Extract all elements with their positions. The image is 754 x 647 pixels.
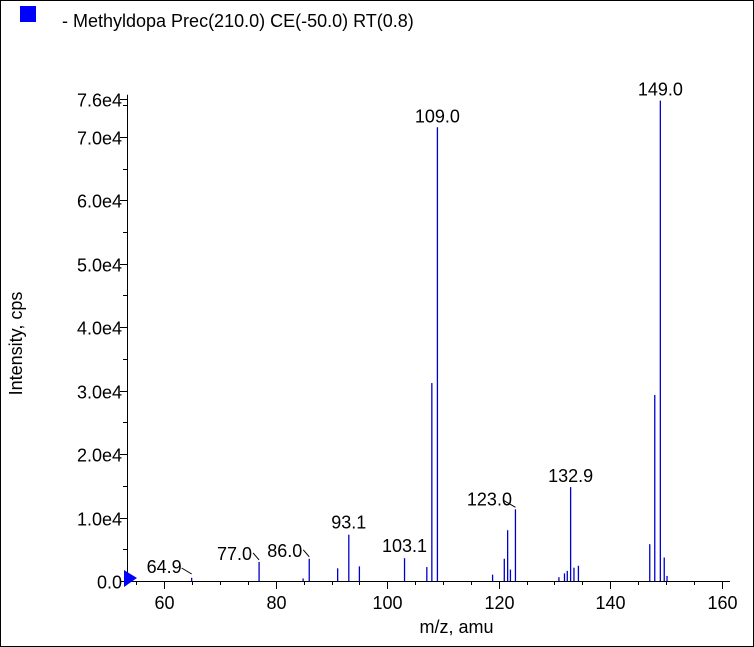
- peak-leader-line: [181, 567, 192, 575]
- peak-annotation: 103.1: [382, 536, 427, 556]
- spectrum-peaks: [190, 100, 668, 581]
- peak-leader-line: [252, 552, 260, 561]
- peak-annotation: 132.9: [548, 466, 593, 486]
- peak-label: 149.0: [638, 80, 683, 100]
- peak-label: 103.1: [382, 536, 427, 556]
- x-axis-ticks: 60 80 100 120 140 160: [136, 581, 738, 613]
- y-axis-title: Intensity, cps: [6, 292, 26, 396]
- y-tick-label: 5.0e4: [77, 256, 122, 276]
- x-tick-label: 60: [154, 593, 174, 613]
- y-axis-ticks: 0.0 1.0e4 2.0e4 3.0e4 4.0e4 5.0e4 6.0e4 7.0e4 7.…: [77, 91, 127, 593]
- peak-annotation: 93.1: [331, 513, 366, 533]
- peak-label: 77.0: [217, 544, 252, 564]
- peak-leader-line: [503, 499, 516, 508]
- y-tick-label: 0.0: [97, 573, 122, 593]
- legend: - Methyldopa Prec(210.0) CE(-50.0) RT(0.…: [20, 6, 414, 31]
- y-tick-label: 7.6e4: [77, 91, 122, 111]
- peak-annotation: 109.0: [415, 106, 460, 126]
- y-tick-label: 2.0e4: [77, 446, 122, 466]
- peak-label: 93.1: [331, 513, 366, 533]
- peak-leader-line: [302, 549, 310, 558]
- peak-annotation: 149.0: [638, 80, 683, 100]
- legend-swatch: [20, 6, 36, 22]
- peak-label: 123.0: [467, 489, 512, 509]
- x-tick-label: 120: [484, 593, 514, 613]
- y-tick-label: 7.0e4: [77, 129, 122, 149]
- y-tick-label: 6.0e4: [77, 192, 122, 212]
- y-tick-label: 3.0e4: [77, 383, 122, 403]
- x-axis-title: m/z, amu: [419, 617, 493, 637]
- peak-annotation: 86.0: [267, 541, 310, 561]
- peak-annotation: 123.0: [467, 489, 516, 509]
- peak-annotation: 77.0: [217, 544, 260, 564]
- x-tick-label: 160: [707, 593, 737, 613]
- peak-label: 64.9: [147, 557, 182, 577]
- x-tick-label: 80: [266, 593, 286, 613]
- precursor-marker: [124, 570, 137, 587]
- x-tick-label: 140: [595, 593, 625, 613]
- x-tick-label: 100: [372, 593, 402, 613]
- y-tick-label: 1.0e4: [77, 510, 122, 530]
- peak-label: 109.0: [415, 106, 460, 126]
- peak-label: 132.9: [548, 466, 593, 486]
- peak-annotations: 64.9 77.0 86.0 93.1 103.1 109.0 123.0 132.9 149.…: [147, 80, 683, 577]
- legend-label: - Methyldopa Prec(210.0) CE(-50.0) RT(0.…: [62, 11, 414, 31]
- y-tick-label: 4.0e4: [77, 319, 122, 339]
- peak-annotation: 64.9: [147, 557, 192, 577]
- peak-label: 86.0: [267, 541, 302, 561]
